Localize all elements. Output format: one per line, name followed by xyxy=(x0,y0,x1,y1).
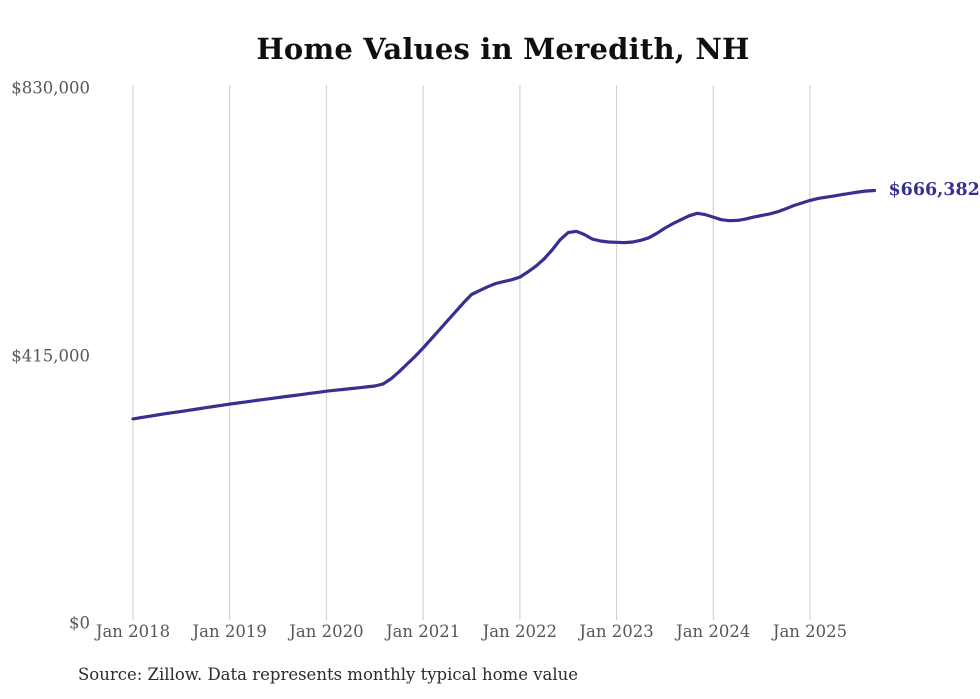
x-tick-label: Jan 2023 xyxy=(579,622,654,641)
x-tick-label: Jan 2018 xyxy=(95,622,171,641)
x-tick-label: Jan 2025 xyxy=(772,622,848,641)
x-tick-label: Jan 2022 xyxy=(482,622,557,641)
x-tick-label: Jan 2019 xyxy=(192,622,267,641)
x-tick-label: Jan 2024 xyxy=(676,622,751,641)
y-tick-label: $0 xyxy=(69,613,90,633)
latest-value-label: $666,382 xyxy=(888,180,980,201)
home-value-line xyxy=(131,188,877,421)
chart-title: Home Values in Meredith, NH xyxy=(256,32,750,66)
y-tick-label: $415,000 xyxy=(11,346,90,365)
x-tick-label: Jan 2021 xyxy=(385,622,461,641)
y-tick-label: $830,000 xyxy=(11,78,90,98)
source-note: Source: Zillow. Data represents monthly … xyxy=(78,665,579,684)
x-tick-label: Jan 2020 xyxy=(289,622,364,641)
vertical-gridlines xyxy=(132,85,811,620)
